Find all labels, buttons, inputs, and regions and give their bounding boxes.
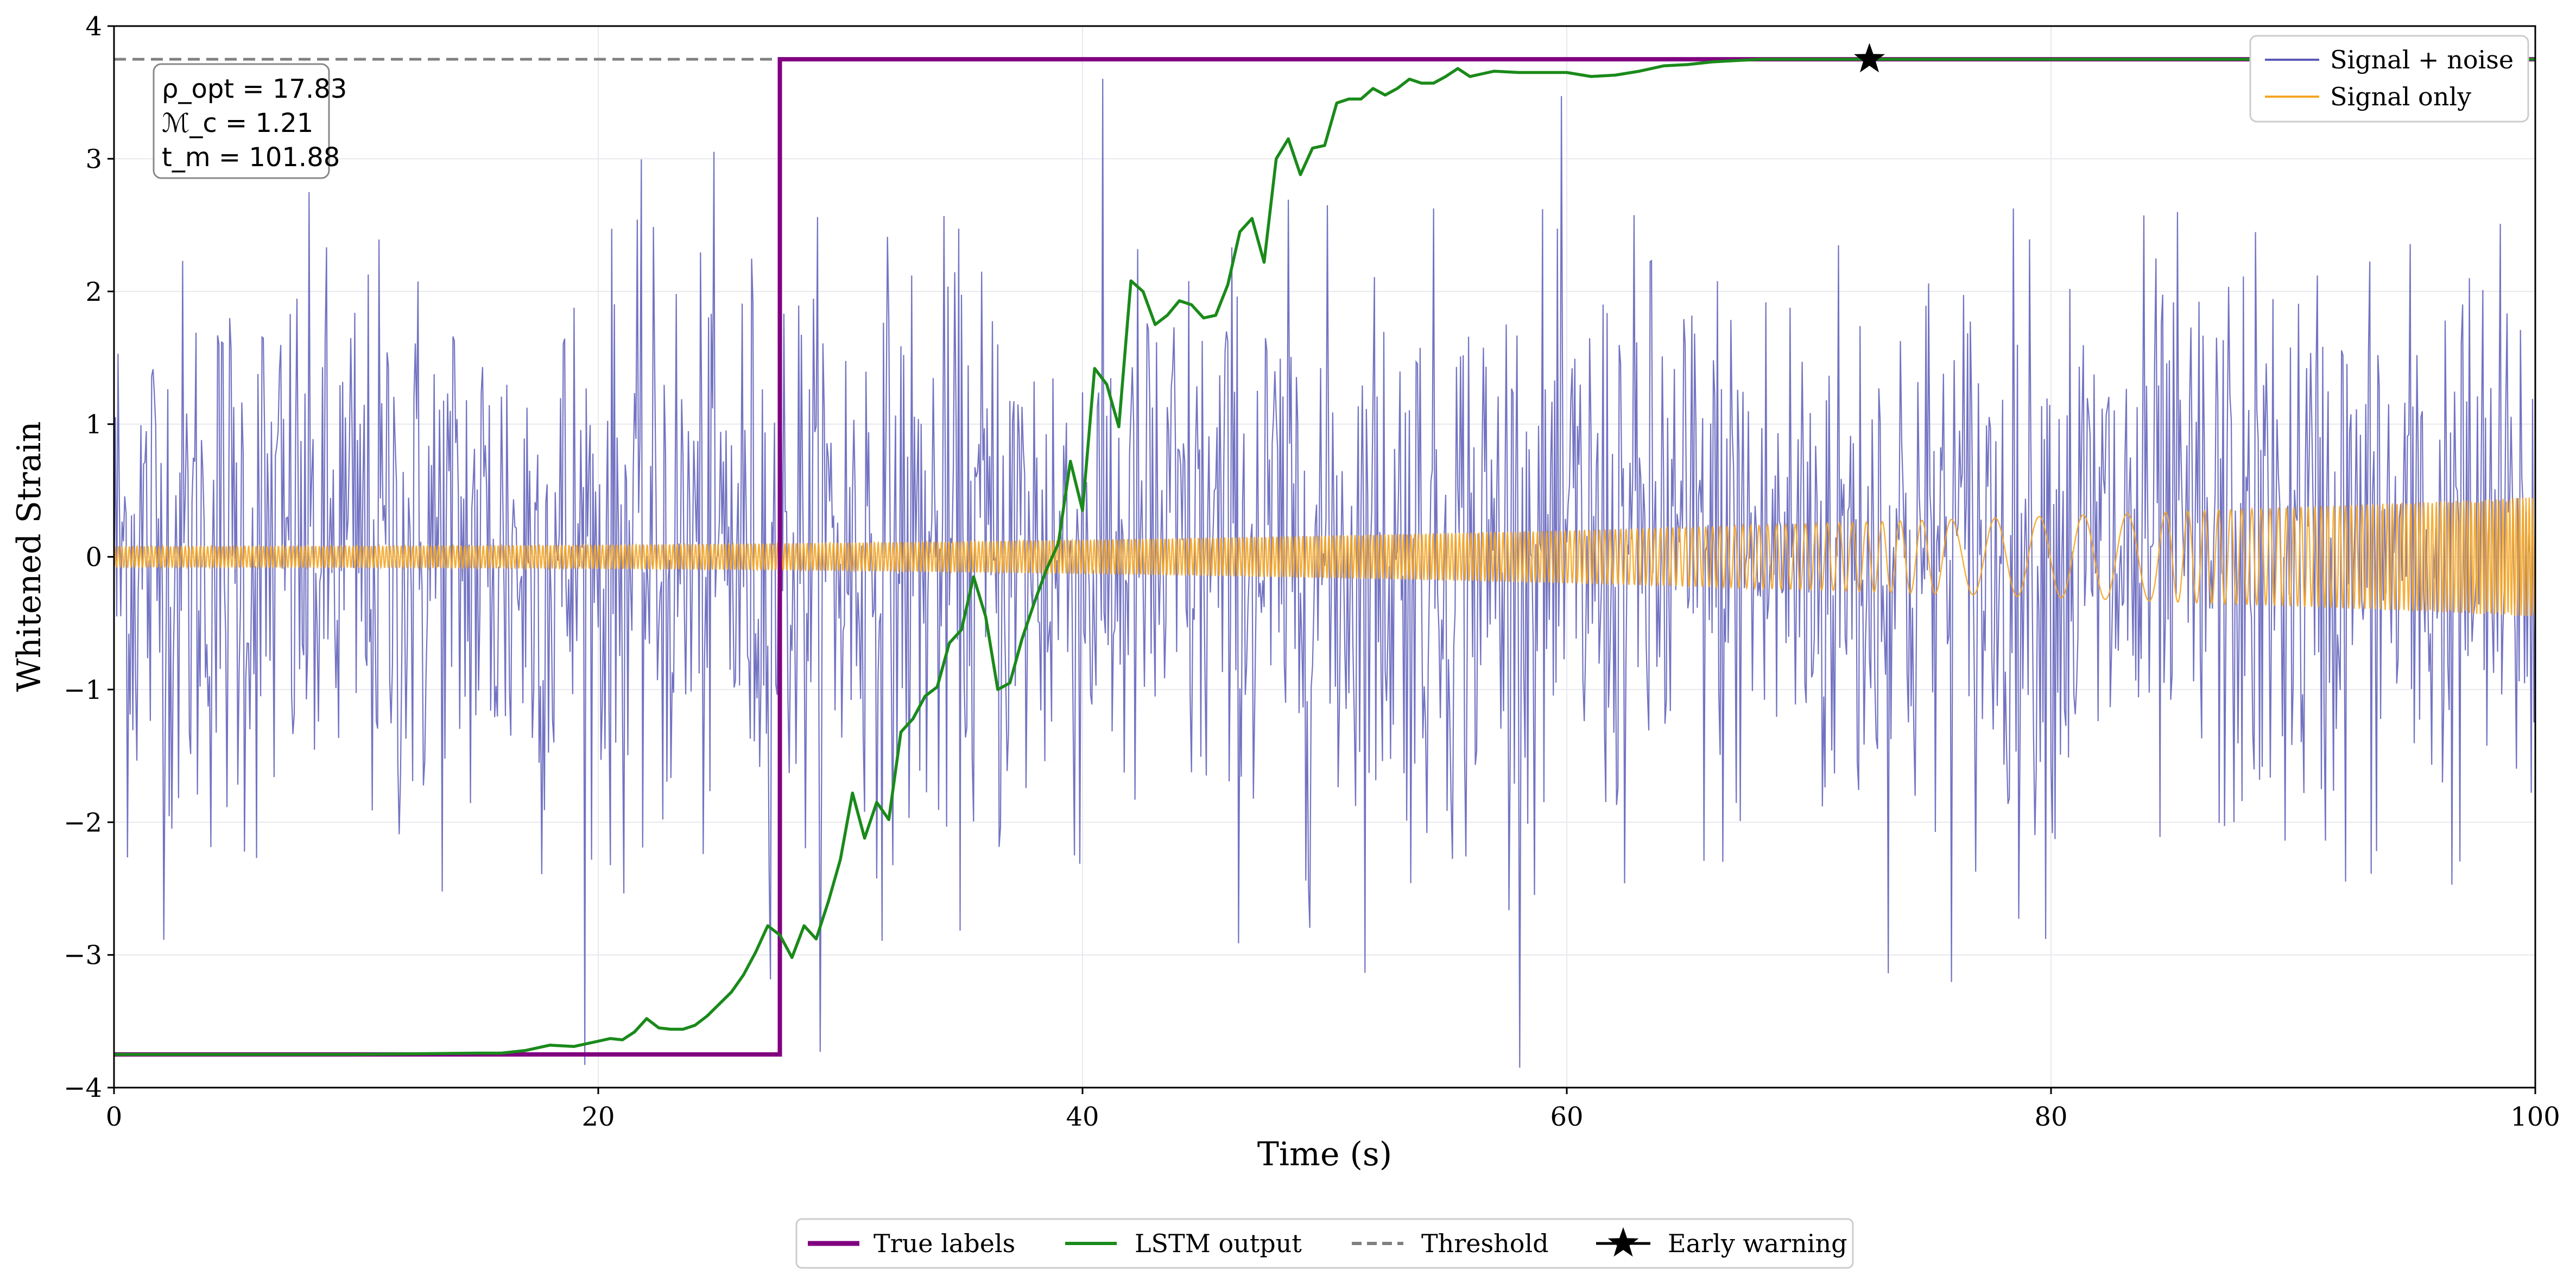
x-tick-label: 80: [2034, 1102, 2067, 1132]
legend-label-early-warning: Early warning: [1668, 1229, 1847, 1258]
y-tick-label: −2: [64, 807, 102, 838]
y-tick-label: −1: [64, 675, 102, 705]
x-tick-label: 40: [1066, 1102, 1099, 1132]
x-tick-label: 60: [1550, 1102, 1583, 1132]
stats-box: ρ_opt = 17.83 ℳ_c = 1.21 t_m = 101.88: [153, 63, 347, 179]
y-axis-label: Whitened Strain: [10, 421, 48, 692]
legend-label-signal-noise: Signal + noise: [2330, 45, 2514, 74]
y-tick-label: 2: [85, 277, 102, 307]
x-tick-label: 0: [106, 1102, 123, 1132]
series-signal-noise: [114, 79, 2535, 1068]
legend-label-signal-only: Signal only: [2330, 82, 2471, 111]
y-tick-label: 3: [85, 144, 102, 174]
stat-chirp-mass: ℳ_c = 1.21: [162, 108, 313, 138]
stat-rho-opt: ρ_opt = 17.83: [162, 74, 347, 104]
legend-label-threshold: Threshold: [1421, 1229, 1549, 1258]
y-tick-label: 0: [85, 542, 102, 573]
plot-area: [114, 57, 2535, 1068]
y-tick-label: 4: [85, 11, 102, 42]
legend-swatch-early-warning-star-icon: [1607, 1227, 1639, 1257]
y-tick-label: −4: [64, 1073, 102, 1103]
series-lstm-output: [114, 58, 2535, 1056]
y-tick-label: −3: [64, 940, 102, 971]
legend-bottom: True labels LSTM output Threshold Early …: [795, 1218, 1854, 1269]
series-signal-only: [114, 497, 2535, 616]
legend-label-lstm: LSTM output: [1135, 1229, 1302, 1258]
early-warning-star-icon: [1854, 43, 1885, 73]
y-tick-label: 1: [85, 409, 102, 440]
x-tick-label: 20: [581, 1102, 615, 1132]
legend-top-right: Signal + noise Signal only: [2249, 35, 2529, 123]
x-axis-label: Time (s): [1257, 1135, 1392, 1173]
x-tick-label: 100: [2510, 1102, 2560, 1132]
axis-ticks: 0 20 40 60 80 100 −4 −3 −2 −1 0 1 2 3 4: [64, 11, 2560, 1132]
stat-merger-time: t_m = 101.88: [162, 142, 340, 173]
legend-label-true-labels: True labels: [874, 1229, 1015, 1258]
